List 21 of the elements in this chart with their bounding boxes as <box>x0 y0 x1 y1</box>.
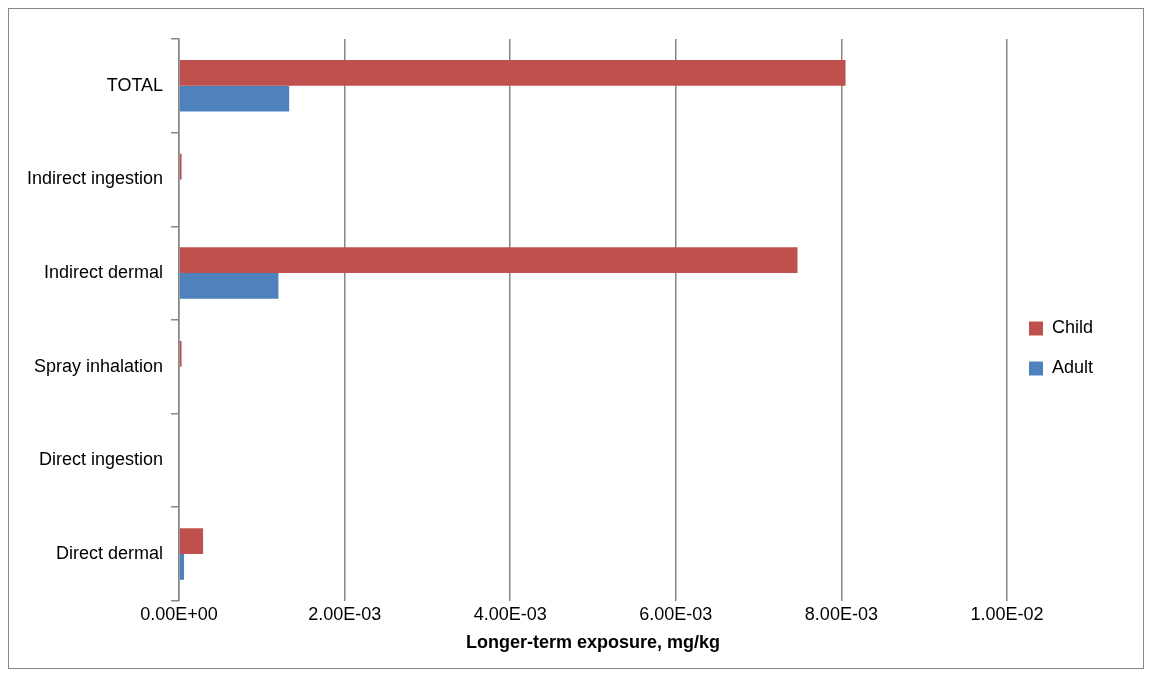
bar <box>179 528 204 554</box>
bar <box>179 85 290 112</box>
y-tick-label: Indirect dermal <box>44 262 164 283</box>
bar <box>179 60 846 86</box>
y-tick-label: Direct dermal <box>56 542 164 563</box>
x-axis-title: Longer-term exposure, mg/kg <box>466 632 721 653</box>
y-tick-label: Indirect ingestion <box>26 168 164 189</box>
legend-label: Adult <box>1051 357 1093 378</box>
bar <box>179 273 279 299</box>
x-tick-label: 2.00E-03 <box>308 603 382 624</box>
y-tick-label: Direct ingestion <box>39 449 164 470</box>
x-tick-label: 4.00E-03 <box>473 603 547 624</box>
bar <box>179 247 798 274</box>
x-tick-label: 1.00E-02 <box>970 603 1044 624</box>
x-tick-label: 0.00E+00 <box>140 603 218 624</box>
x-tick-label: 8.00E-03 <box>804 603 878 624</box>
bar <box>179 553 185 580</box>
legend-label: Child <box>1051 317 1093 338</box>
x-tick-label: 6.00E-03 <box>639 603 713 624</box>
y-tick-label: Spray inhalation <box>33 355 164 376</box>
y-tick-label: TOTAL <box>106 74 164 95</box>
